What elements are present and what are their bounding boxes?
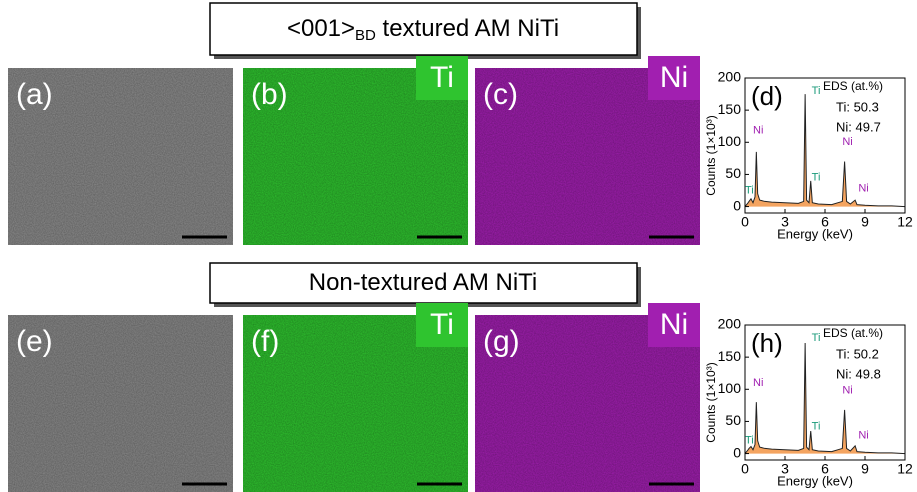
y-tick-label: 0 — [733, 197, 741, 213]
peak-label: Ni — [858, 429, 868, 441]
micrograph-panel: (c) Ni — [475, 56, 700, 245]
element-tag: Ti — [430, 61, 454, 94]
legend-line: Ni: 49.8 — [836, 366, 881, 381]
x-axis-label: Energy (keV) — [777, 226, 853, 241]
header-title: <001>BD textured AM NiTi — [287, 15, 559, 44]
micrograph-panel: (a) — [8, 68, 233, 245]
plot-background — [745, 78, 905, 213]
micrograph-texture — [8, 315, 233, 492]
x-tick-label: 3 — [781, 461, 789, 477]
peak-label: Ni — [753, 125, 763, 137]
y-tick-label: 0 — [733, 444, 741, 460]
header-title: Non-textured AM NiTi — [309, 269, 538, 296]
legend-line: Ti: 50.3 — [836, 99, 879, 114]
header-text: textured AM NiTi — [376, 15, 559, 42]
element-tag-box — [648, 56, 700, 100]
x-tick-label: 0 — [741, 214, 749, 230]
panel-label: (c) — [483, 78, 518, 111]
micrograph-panel: (g) Ni — [475, 303, 700, 492]
peak-label: Ni — [842, 136, 852, 148]
header-text: <001> — [287, 15, 355, 42]
micrograph-panel: (b) Ti — [243, 56, 468, 245]
y-tick-label: 50 — [725, 412, 741, 428]
peak-label: Ni — [753, 377, 763, 389]
y-axis-label: Counts (1×10³) — [704, 362, 718, 442]
element-tag-box — [648, 303, 700, 347]
y-tick-label: 150 — [718, 348, 742, 364]
legend-title: EDS (at.%) — [823, 79, 883, 93]
x-axis-label: Energy (keV) — [777, 473, 853, 488]
element-tag: Ni — [660, 61, 688, 94]
header-subscript: BD — [355, 27, 376, 44]
x-tick-label: 9 — [861, 461, 869, 477]
plot-background — [745, 325, 905, 460]
y-tick-label: 200 — [718, 69, 742, 85]
y-tick-label: 150 — [718, 101, 742, 117]
element-tag: Ni — [660, 308, 688, 341]
spectrum-chart: 0 50 100 150 200 0 3 6 9 12 Energy (keV) Counts (1×… — [704, 316, 913, 489]
micrograph-panel: (f) Ti — [243, 303, 468, 492]
peak-label: Ti — [812, 172, 821, 184]
x-tick-label: 3 — [781, 214, 789, 230]
peak-label: Ni — [842, 384, 852, 396]
panel-label: (d) — [751, 81, 783, 111]
y-tick-label: 50 — [725, 165, 741, 181]
panel-label: (h) — [751, 328, 783, 358]
peak-label: Ti — [812, 420, 821, 432]
header-box — [209, 262, 638, 304]
x-tick-label: 6 — [821, 214, 829, 230]
panel-label: (b) — [251, 78, 288, 111]
legend-line: Ni: 49.7 — [836, 119, 881, 134]
element-tag: Ti — [430, 308, 454, 341]
panel-label: (g) — [483, 325, 520, 358]
y-tick-label: 100 — [718, 380, 742, 396]
micrograph-texture — [8, 68, 233, 245]
peak-label: Ti — [745, 184, 754, 196]
legend-line: Ti: 50.2 — [836, 346, 879, 361]
spectrum-line — [744, 94, 906, 208]
x-tick-label: 9 — [861, 214, 869, 230]
panel-label: (a) — [16, 78, 53, 111]
header-text: Non-textured AM NiTi — [309, 269, 538, 296]
micrograph-panel: (e) — [8, 315, 233, 492]
peak-label: Ti — [745, 435, 754, 447]
element-tag-box — [416, 56, 468, 100]
peak-label: Ni — [858, 182, 868, 194]
peak-label: Ti — [812, 332, 821, 344]
element-tag-box — [416, 303, 468, 347]
y-axis-label: Counts (1×10³) — [704, 115, 718, 195]
legend-title: EDS (at.%) — [823, 326, 883, 340]
y-tick-label: 100 — [718, 133, 742, 149]
x-tick-label: 6 — [821, 461, 829, 477]
x-tick-label: 12 — [897, 461, 913, 477]
panel-label: (e) — [16, 325, 53, 358]
panel-label: (f) — [251, 325, 279, 358]
header-box — [209, 2, 638, 56]
spectrum-chart: 0 50 100 150 200 0 3 6 9 12 Energy (keV) Counts (1×… — [704, 69, 913, 242]
x-tick-label: 12 — [897, 214, 913, 230]
y-tick-label: 200 — [718, 316, 742, 332]
spectrum-line — [744, 342, 906, 455]
peak-label: Ti — [812, 85, 821, 97]
x-tick-label: 0 — [741, 461, 749, 477]
